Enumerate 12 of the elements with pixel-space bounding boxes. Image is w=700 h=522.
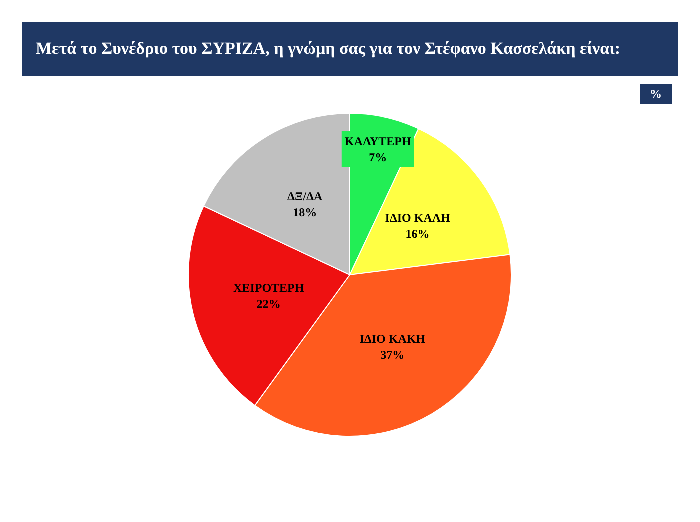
slice-label: ΙΔΙΟ ΚΑΛΗ [385,210,451,225]
data-label: 16% [406,226,430,241]
slice-label: ΙΔΙΟ ΚΑΚΗ [360,332,426,346]
data-label: 37% [380,348,405,362]
slice-label: ΔΞ/ΔΑ [288,189,324,204]
slice-label: ΧΕΙΡΟΤΕΡΗ [234,280,305,295]
data-label: 7% [369,150,388,164]
data-label: 18% [293,205,318,220]
chart-title: Μετά το Συνέδριο του ΣΥΡΙΖΑ, η γνώμη σας για τον Στέφανο Κασσελάκη είναι: [22,22,678,76]
slice-label: ΚΑΛΥΤΕΡΗ [344,134,412,148]
data-label: 22% [256,296,281,311]
text: % [640,84,672,104]
